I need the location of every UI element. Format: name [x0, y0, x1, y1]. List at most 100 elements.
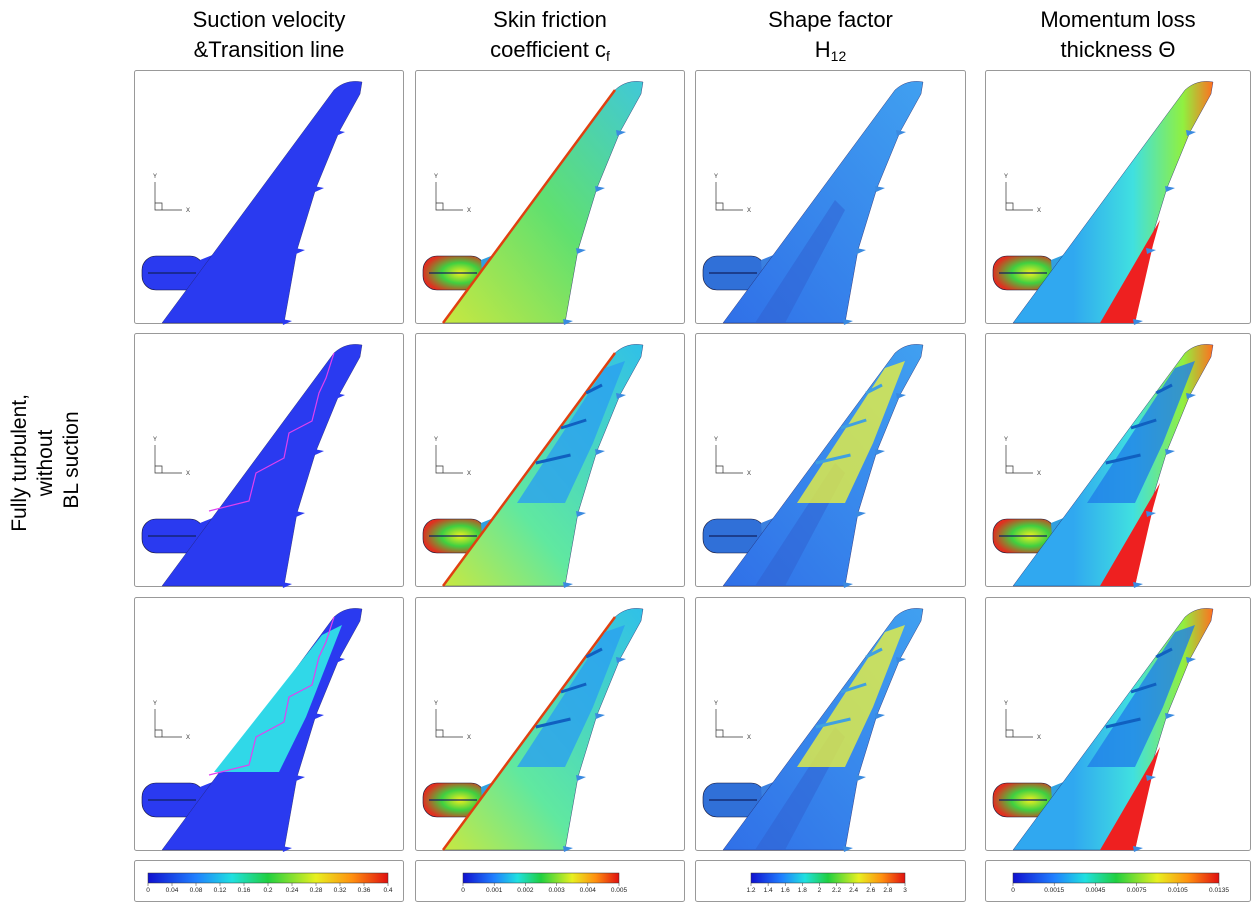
flap-fairing — [1146, 248, 1156, 254]
flap-fairing — [1186, 657, 1196, 663]
wing — [161, 81, 363, 324]
flap-fairing — [295, 248, 305, 254]
flap-fairing — [282, 582, 292, 588]
flap-fairing — [856, 775, 866, 781]
suction-panels — [517, 625, 625, 767]
panel-divider — [1105, 717, 1141, 729]
axis-triad — [715, 709, 743, 738]
axis-label: Y — [1004, 174, 1008, 180]
panel-divider — [1105, 453, 1141, 465]
flap-fairing — [616, 657, 626, 663]
flap-fairing — [1165, 713, 1175, 719]
colorbar-tick-label: 0.0045 — [1085, 887, 1105, 894]
flap-fairing — [1186, 393, 1196, 399]
flap-fairing — [335, 657, 345, 663]
flap-fairing — [335, 130, 345, 136]
panel-divider — [840, 682, 867, 694]
panel: YX — [134, 70, 404, 325]
colorbar-tick-label: 0.0075 — [1127, 887, 1147, 894]
flap-fairing — [843, 319, 853, 325]
colorbar-tick-label: 2.6 — [866, 887, 875, 894]
colorbar-tick-label: 0.001 — [486, 887, 503, 894]
panel: YX — [985, 70, 1251, 325]
axis-label: Y — [434, 701, 438, 707]
axis-label: X — [1037, 208, 1041, 214]
axis-label: X — [186, 208, 190, 214]
flap-fairing — [576, 511, 586, 517]
axis-label: X — [747, 208, 751, 214]
colorbar-tick-label: 2.4 — [849, 887, 858, 894]
panel-divider — [815, 717, 851, 729]
axis-label: Y — [434, 174, 438, 180]
panel: YX — [415, 333, 685, 588]
header-text: thickness Θ — [1061, 37, 1176, 62]
flap-fairing — [595, 449, 605, 455]
axis-triad — [435, 182, 463, 211]
flap-fairing — [1146, 775, 1156, 781]
colorbar-tick-label: 0.28 — [310, 887, 323, 894]
flap-fairing — [335, 393, 345, 399]
panel-divider — [1155, 383, 1173, 395]
axis-triad — [715, 182, 743, 211]
wing — [722, 81, 924, 324]
flap-fairing — [1133, 846, 1143, 852]
colorbar-tick-label: 0.36 — [358, 887, 371, 894]
flap-fairing — [295, 775, 305, 781]
transition-line — [208, 616, 335, 776]
column-header: Skin friction — [493, 7, 607, 32]
panel-divider — [535, 453, 571, 465]
colorbar-tick-label: 0.0015 — [1044, 887, 1064, 894]
column-header: Momentum loss — [1040, 7, 1195, 32]
flap-fairing — [896, 130, 906, 136]
axis-label: X — [467, 735, 471, 741]
colorbar-gradient — [462, 872, 620, 884]
header-text: coefficient c — [490, 37, 606, 62]
flap-fairing — [282, 319, 292, 325]
panel-divider — [560, 418, 587, 430]
panel-divider — [1155, 647, 1173, 659]
axis-label: Y — [1004, 701, 1008, 707]
panel: YX — [695, 70, 966, 325]
colorbar-tick-label: 0.003 — [548, 887, 565, 894]
flap-fairing — [1165, 449, 1175, 455]
flap-fairing — [616, 393, 626, 399]
suction-panels — [214, 625, 342, 772]
axis-triad — [1005, 182, 1033, 211]
colorbar: 0 0.001 0.002 0.003 0.004 0.005 — [415, 860, 685, 902]
high-region — [1100, 483, 1160, 586]
flap-fairing — [896, 393, 906, 399]
colorbar-tick-label: 0 — [461, 887, 465, 894]
suction-panels — [797, 625, 905, 767]
axis-triad — [154, 709, 182, 738]
colorbar-tick-label: 0.002 — [517, 887, 534, 894]
colorbar-tick-label: 0.0135 — [1209, 887, 1229, 894]
colorbar-tick-label: 1.8 — [798, 887, 807, 894]
band — [755, 200, 845, 323]
row-label-line: without — [34, 429, 57, 497]
row-label-line: Fully turbulent, — [8, 394, 31, 532]
colorbar: 1.2 1.4 1.6 1.8 2 2.2 2.4 2.6 2.8 3 — [695, 860, 966, 902]
axis-triad — [1005, 709, 1033, 738]
high-region — [1100, 747, 1160, 850]
colorbar-tick-label: 0.04 — [166, 887, 179, 894]
panel-divider — [840, 418, 867, 430]
colorbar-gradient — [147, 872, 389, 884]
colorbar-tick-label: 0.2 — [263, 887, 272, 894]
flap-fairing — [843, 582, 853, 588]
flap-fairing — [856, 248, 866, 254]
wing — [161, 344, 363, 587]
colorbar-tick-label: 0.32 — [334, 887, 347, 894]
flap-fairing — [282, 846, 292, 852]
axis-label: X — [186, 471, 190, 477]
panel-divider — [865, 383, 883, 395]
row-label: Fully turbulent, without BL suction — [8, 388, 83, 532]
axis-label: X — [467, 471, 471, 477]
flap-fairing — [875, 186, 885, 192]
colorbar-tick-label: 0.16 — [238, 887, 251, 894]
colorbar-tick-label: 2.8 — [883, 887, 892, 894]
flap-fairing — [843, 846, 853, 852]
panel: YX — [695, 597, 966, 852]
panel: YX — [985, 597, 1251, 852]
colorbar-tick-label: 0.08 — [190, 887, 203, 894]
panel-divider — [865, 647, 883, 659]
